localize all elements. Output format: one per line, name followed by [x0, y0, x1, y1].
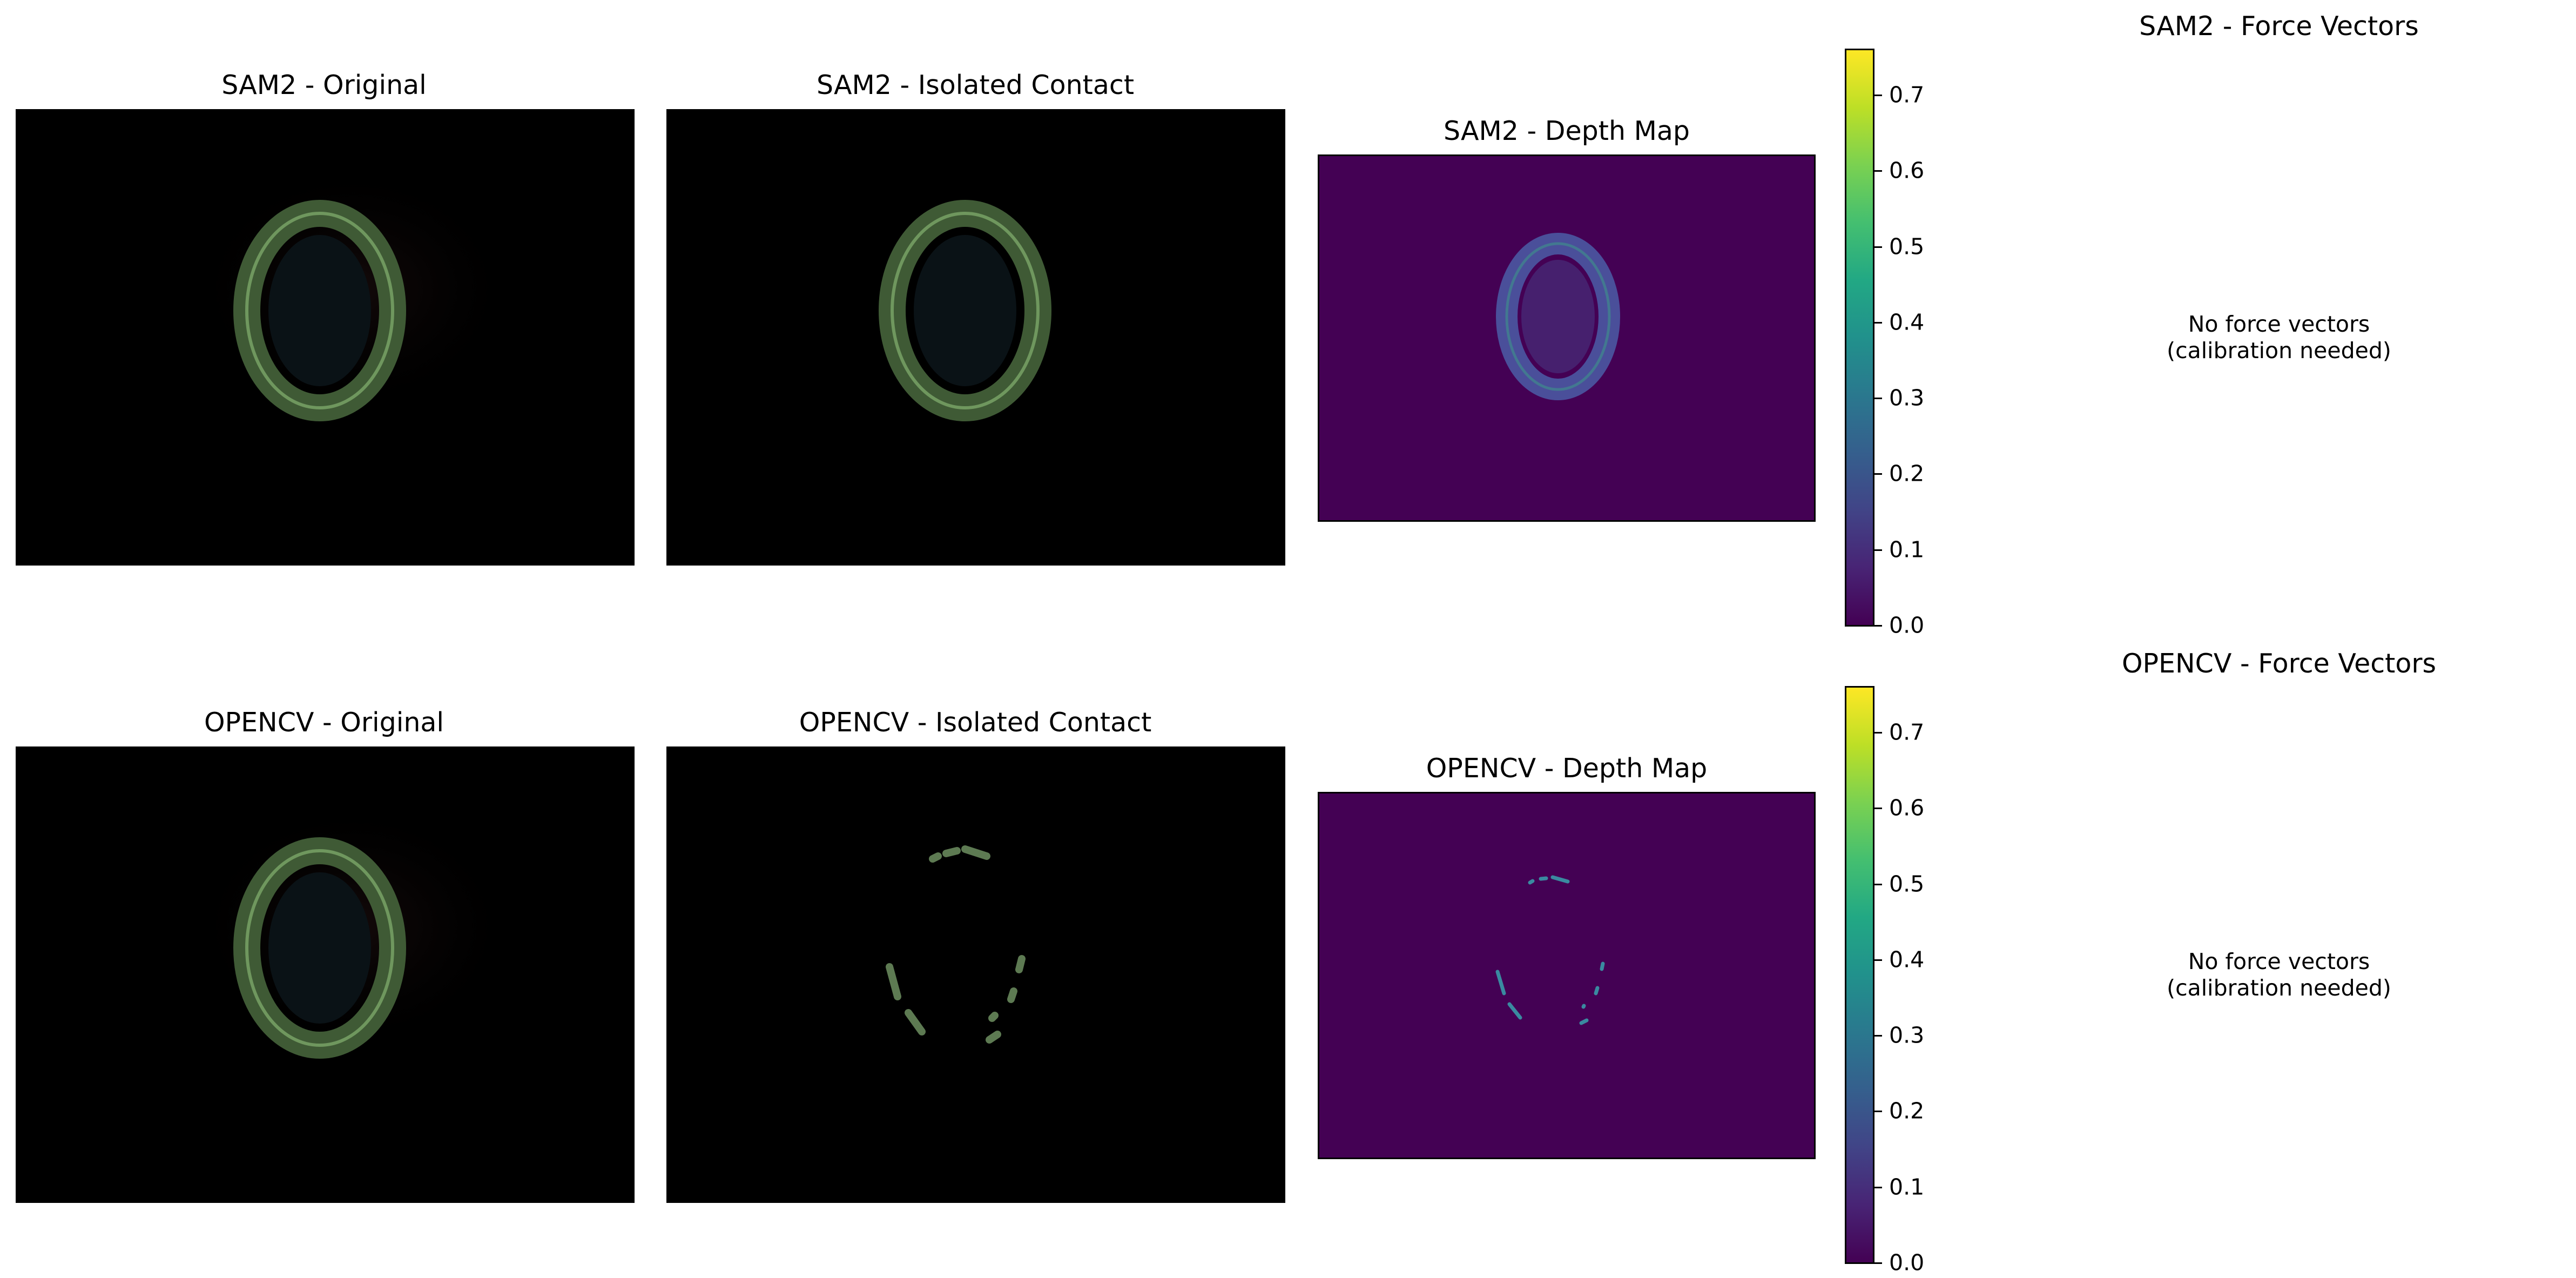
sam2-colorbar-tick-label: 0.5 [1889, 233, 1925, 260]
opencv-depth-fragments [1495, 875, 1605, 1025]
opencv-colorbar-tick [1874, 732, 1882, 734]
opencv-colorbar [1845, 686, 1874, 1264]
opencv-force-title: OPENCV - Force Vectors [2121, 648, 2437, 679]
opencv-colorbar-tick [1874, 884, 1882, 885]
sam2-depth-title: SAM2 - Depth Map [1443, 116, 1690, 146]
opencv-colorbar-tick-label: 0.5 [1889, 871, 1925, 897]
opencv-depth-map [1318, 792, 1816, 1159]
sam2-colorbar-tick [1874, 549, 1882, 551]
opencv-colorbar-tick [1874, 1262, 1882, 1264]
sam2-isolated-title: SAM2 - Isolated Contact [816, 70, 1135, 100]
opencv-colorbar-tick-label: 0.4 [1889, 946, 1925, 973]
sam2-colorbar-tick-label: 0.2 [1889, 460, 1925, 487]
opencv-colorbar-tick [1874, 808, 1882, 809]
sam2-colorbar-tick [1874, 170, 1882, 172]
sam2-colorbar-tick-label: 0.4 [1889, 309, 1925, 335]
sam2-colorbar-tick-label: 0.3 [1889, 385, 1925, 411]
opencv-original-title: OPENCV - Original [204, 707, 444, 738]
opencv-colorbar-tick-label: 0.3 [1889, 1022, 1925, 1048]
sam2-colorbar-tick [1874, 322, 1882, 324]
sam2-colorbar-tick [1874, 625, 1882, 627]
sam2-isolated-image [666, 109, 1285, 566]
sam2-depth-map [1318, 154, 1816, 522]
sam2-force-message: No force vectors (calibration needed) [2167, 311, 2391, 364]
sam2-isolated-ring [879, 200, 1051, 421]
opencv-colorbar-tick-label: 0.6 [1889, 795, 1925, 821]
opencv-isolated-image [666, 746, 1285, 1203]
opencv-colorbar-tick [1874, 1187, 1882, 1188]
opencv-colorbar-tick-label: 0.2 [1889, 1098, 1925, 1124]
sam2-colorbar-tick-label: 0.7 [1889, 82, 1925, 108]
sam2-colorbar-tick-label: 0.0 [1889, 612, 1925, 638]
opencv-original-image [16, 746, 635, 1203]
opencv-isolated-title: OPENCV - Isolated Contact [799, 707, 1152, 738]
sam2-colorbar-tick [1874, 95, 1882, 96]
opencv-depth-title: OPENCV - Depth Map [1426, 753, 1708, 784]
opencv-force-message: No force vectors (calibration needed) [2167, 949, 2391, 1001]
sam2-depth-ring [1496, 233, 1620, 400]
sam2-original-ring [190, 165, 514, 421]
opencv-colorbar-tick [1874, 959, 1882, 961]
sam2-colorbar-tick [1874, 398, 1882, 399]
sam2-original-title: SAM2 - Original [221, 70, 427, 100]
opencv-isolated-fragments [886, 845, 1026, 1044]
sam2-colorbar-tick [1874, 473, 1882, 475]
sam2-colorbar-tick-label: 0.6 [1889, 157, 1925, 184]
opencv-colorbar-tick-label: 0.7 [1889, 719, 1925, 745]
opencv-colorbar-tick [1874, 1111, 1882, 1112]
opencv-colorbar-tick-label: 0.1 [1889, 1174, 1925, 1200]
opencv-original-ring [190, 802, 514, 1059]
opencv-colorbar-tick-label: 0.0 [1889, 1249, 1925, 1276]
sam2-colorbar-tick [1874, 246, 1882, 248]
opencv-colorbar-tick [1874, 1035, 1882, 1037]
sam2-colorbar [1845, 49, 1874, 627]
sam2-force-title: SAM2 - Force Vectors [2139, 11, 2419, 42]
sam2-original-image [16, 109, 635, 566]
sam2-colorbar-tick-label: 0.1 [1889, 536, 1925, 563]
